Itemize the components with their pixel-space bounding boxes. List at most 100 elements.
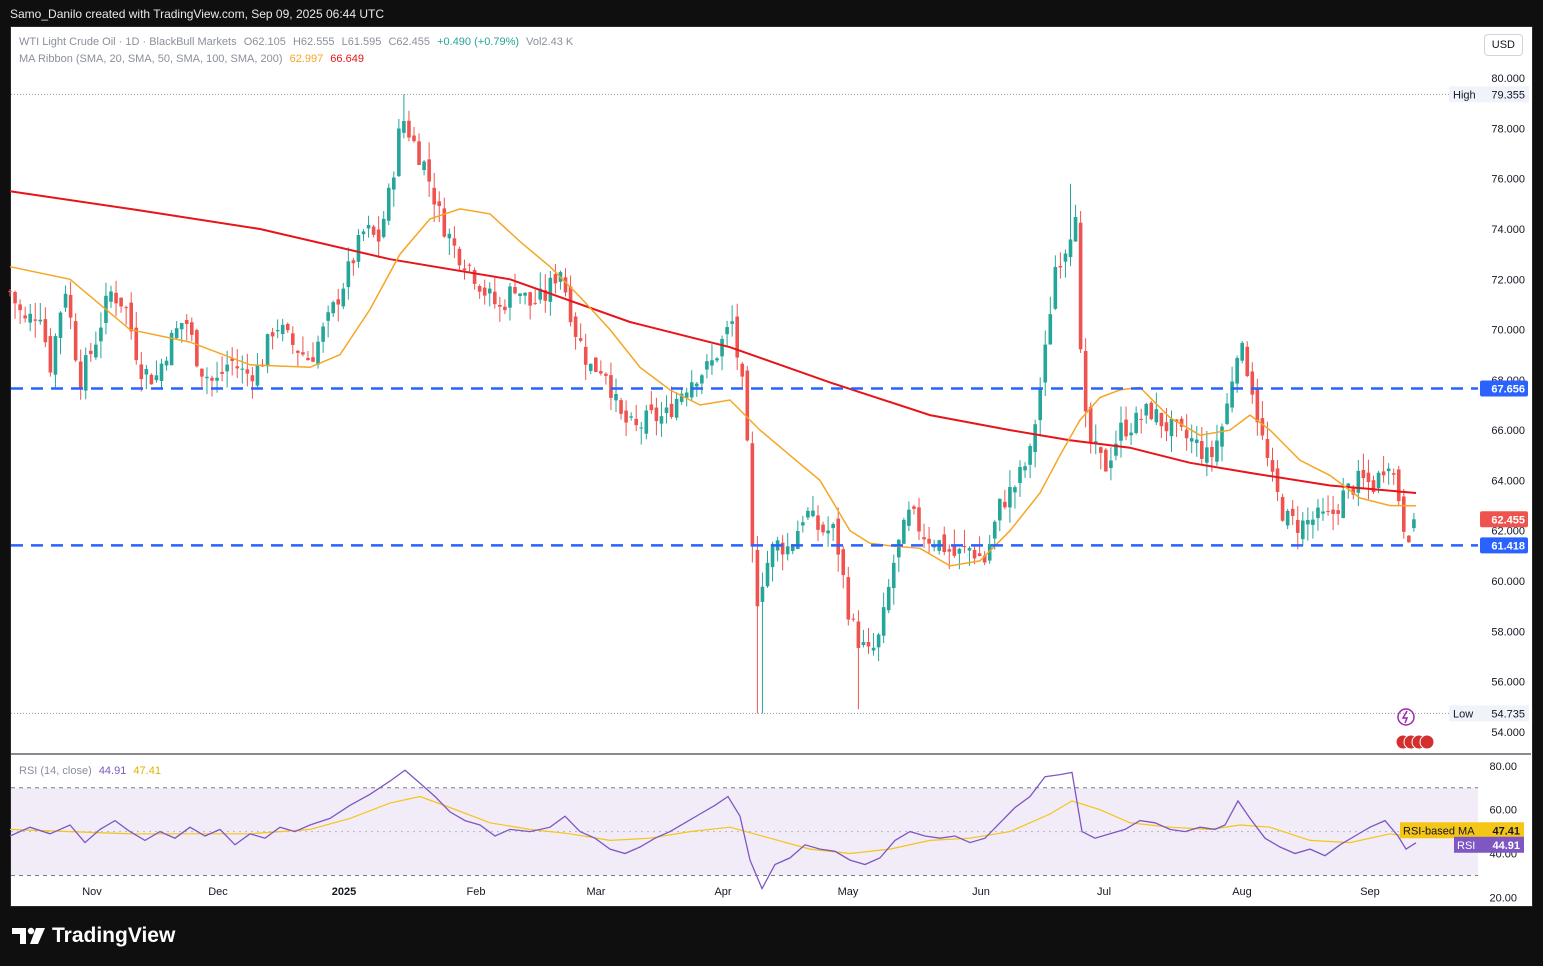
candle-body <box>947 549 952 552</box>
candle-body <box>568 286 573 323</box>
candle-body <box>1083 350 1088 412</box>
candle-body <box>1169 419 1174 437</box>
candle-body <box>720 338 724 357</box>
candle-body <box>821 524 825 533</box>
candle-body <box>1018 466 1022 484</box>
candle-body <box>190 322 194 335</box>
currency-button[interactable]: USD <box>1483 34 1523 56</box>
candle-body <box>1351 487 1356 495</box>
candle-body <box>296 350 300 353</box>
candle-body <box>33 319 38 321</box>
candle-body <box>1114 443 1118 456</box>
candle-body <box>1260 418 1265 436</box>
candle-body <box>639 427 644 429</box>
candle-body <box>215 377 219 381</box>
candle-body <box>1407 535 1411 543</box>
x-tick-label: Jun <box>972 886 990 898</box>
lightning-icon <box>1401 710 1409 724</box>
candle-body <box>447 233 452 239</box>
high-label-bg <box>1449 86 1529 103</box>
symbol-legend: WTI Light Crude Oil · 1D · BlackBull Mar… <box>19 36 577 48</box>
symbol-name: WTI Light Crude Oil · 1D · BlackBull Mar… <box>19 36 237 48</box>
candle-body <box>1371 480 1376 492</box>
candle-body <box>1053 266 1058 309</box>
rsi-ma-legend-value: 47.41 <box>133 765 161 777</box>
candle-body <box>967 548 972 551</box>
candle-body <box>684 392 689 398</box>
level-lower-label-bg <box>1480 537 1528 554</box>
us-flag-event-icon <box>1419 734 1435 750</box>
sma20-line <box>9 208 1417 567</box>
candle-body <box>94 344 98 358</box>
candle-body <box>710 360 714 366</box>
candle-body <box>336 299 341 305</box>
candle-body <box>169 332 174 366</box>
candle-body <box>599 371 603 374</box>
candle-body <box>291 333 295 345</box>
candle-body <box>1205 447 1209 463</box>
candle-body <box>493 291 497 305</box>
candle-body <box>306 357 310 361</box>
candle-body <box>498 305 502 307</box>
candle-body <box>528 292 532 306</box>
candle-body <box>23 315 27 319</box>
y-tick-label: 56.000 <box>1491 677 1525 689</box>
candle-body <box>826 530 830 534</box>
candle-body <box>149 374 154 385</box>
candle-body <box>1376 472 1381 489</box>
candle-body <box>361 231 366 235</box>
high-label-value: 79.355 <box>1491 89 1525 101</box>
candle-body <box>881 607 886 636</box>
candle-body <box>1200 441 1204 459</box>
rsi-legend-value: 44.91 <box>98 765 127 777</box>
candle-body <box>523 292 527 296</box>
candle-body <box>543 290 548 301</box>
y-tick-label: 74.000 <box>1491 224 1525 236</box>
candle-body <box>245 369 250 374</box>
candle-body <box>467 264 472 266</box>
candle-body <box>1250 371 1255 395</box>
candle-body <box>886 586 891 611</box>
candle-body <box>184 320 189 324</box>
candle-body <box>1139 418 1143 420</box>
candle-body <box>397 128 401 177</box>
candle-body <box>1391 473 1396 475</box>
candle-body <box>280 324 285 335</box>
y-tick-label: 58.000 <box>1491 626 1525 638</box>
candle-body <box>816 515 820 530</box>
candle-body <box>1225 403 1229 424</box>
candle-body <box>164 360 169 366</box>
candle-body <box>1220 426 1224 447</box>
x-tick-label: Mar <box>587 886 606 898</box>
candle-body <box>952 545 957 556</box>
candle-body <box>871 647 876 651</box>
candle-body <box>1341 490 1345 519</box>
candle-body <box>487 288 492 294</box>
candle-body <box>1099 447 1103 453</box>
x-tick-label: Aug <box>1232 886 1252 898</box>
candle-body <box>922 537 926 540</box>
candle-body <box>235 366 240 369</box>
candle-body <box>1346 483 1351 488</box>
candle-body <box>982 555 987 563</box>
y-tick-label: 66.000 <box>1491 425 1525 437</box>
y-tick-label: 80.000 <box>1491 73 1525 85</box>
candle-body <box>831 524 835 529</box>
candle-body <box>760 586 765 602</box>
ohlc-close: C62.455 <box>388 36 431 48</box>
candle-body <box>538 288 543 300</box>
candle-body <box>619 400 623 414</box>
candle-body <box>452 238 457 246</box>
candle-body <box>1028 445 1032 465</box>
candle-body <box>195 330 199 367</box>
tradingview-mark-icon <box>12 927 45 944</box>
candle-body <box>1285 510 1290 526</box>
candle-body <box>533 303 537 305</box>
candle-body <box>270 332 275 337</box>
candle-body <box>942 534 947 553</box>
candle-body <box>432 187 436 205</box>
candle-body <box>386 187 391 221</box>
candle-body <box>1104 449 1108 472</box>
candle-body <box>331 302 335 314</box>
